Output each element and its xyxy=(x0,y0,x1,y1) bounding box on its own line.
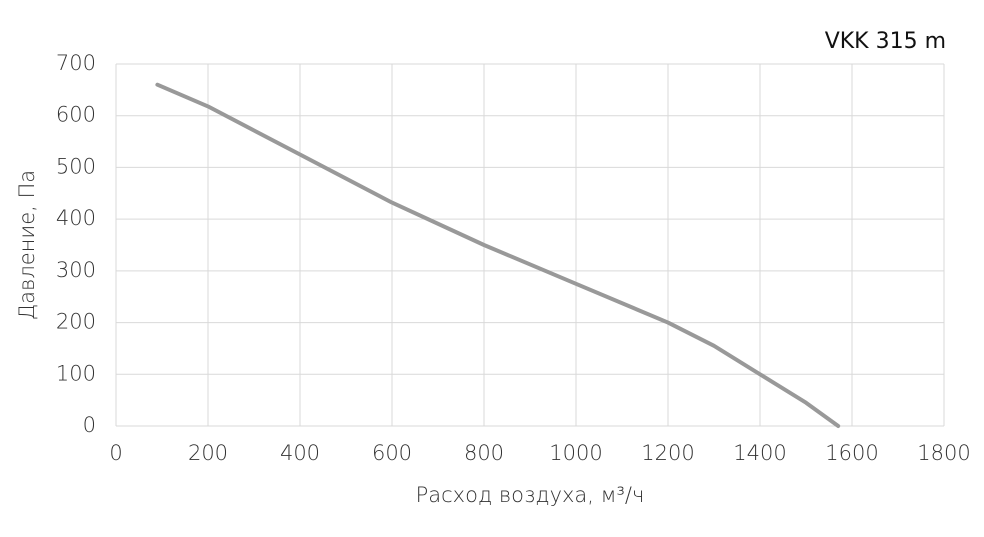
x-tick-label: 400 xyxy=(280,441,320,465)
x-tick-label: 200 xyxy=(188,441,228,465)
y-tick-label: 0 xyxy=(83,413,96,437)
y-tick-label: 200 xyxy=(56,310,96,334)
x-axis-label: Расход воздуха, м³/ч xyxy=(416,483,645,507)
x-tick-label: 800 xyxy=(464,441,504,465)
y-tick-label: 700 xyxy=(56,51,96,75)
x-tick-label: 0 xyxy=(109,441,122,465)
y-tick-label: 300 xyxy=(56,258,96,282)
y-tick-label: 400 xyxy=(56,206,96,230)
y-tick-label: 600 xyxy=(56,103,96,127)
data-line xyxy=(155,82,841,428)
x-tick-label: 1600 xyxy=(825,441,878,465)
x-tick-label: 1800 xyxy=(917,441,970,465)
y-tick-label: 100 xyxy=(56,361,96,385)
x-tick-label: 1400 xyxy=(733,441,786,465)
x-tick-label: 600 xyxy=(372,441,412,465)
x-tick-label: 1000 xyxy=(549,441,602,465)
x-tick-label: 1200 xyxy=(641,441,694,465)
y-axis-label: Давление, Па xyxy=(15,170,39,320)
chart-title: VKK 315 m xyxy=(825,29,946,54)
y-tick-label: 500 xyxy=(56,154,96,178)
